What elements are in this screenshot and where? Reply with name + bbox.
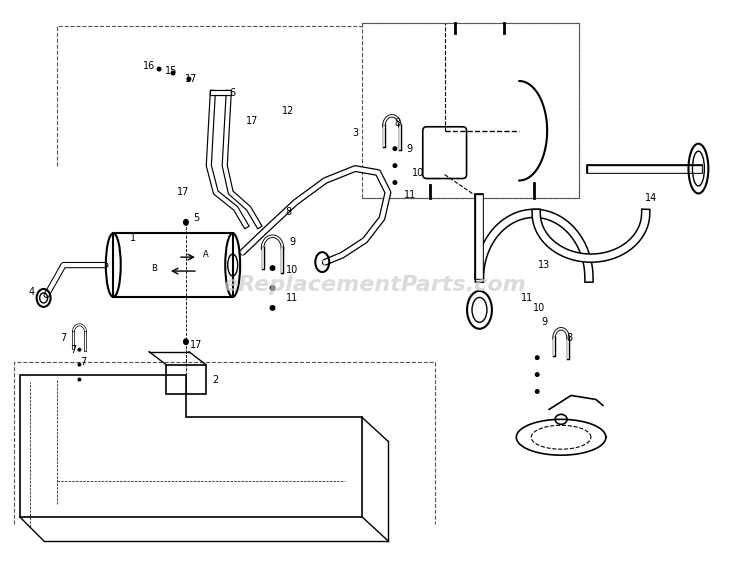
Ellipse shape: [187, 76, 191, 82]
Text: 14: 14: [644, 193, 657, 203]
Text: 10: 10: [286, 265, 298, 275]
Text: 3: 3: [352, 128, 358, 138]
Text: 11: 11: [521, 293, 533, 303]
Text: 7: 7: [70, 345, 76, 355]
Text: B: B: [151, 264, 157, 273]
Ellipse shape: [157, 67, 161, 72]
Ellipse shape: [392, 180, 398, 185]
Text: 7: 7: [80, 357, 86, 367]
Ellipse shape: [392, 163, 398, 168]
Ellipse shape: [535, 389, 540, 394]
Text: A: A: [202, 250, 208, 259]
Ellipse shape: [183, 219, 189, 226]
Text: 16: 16: [143, 61, 155, 71]
Text: 10: 10: [412, 168, 424, 177]
Text: 8: 8: [285, 207, 292, 217]
Text: 8: 8: [566, 333, 572, 343]
Ellipse shape: [77, 363, 82, 367]
Ellipse shape: [269, 285, 275, 291]
Text: eReplacementParts.com: eReplacementParts.com: [224, 275, 526, 295]
Text: 15: 15: [165, 66, 177, 76]
Text: 17: 17: [247, 116, 259, 126]
Text: 7: 7: [61, 333, 67, 343]
Text: 11: 11: [404, 190, 416, 201]
Text: 13: 13: [538, 260, 550, 270]
Ellipse shape: [392, 146, 398, 151]
Text: 9: 9: [290, 237, 296, 247]
Text: 9: 9: [541, 317, 548, 327]
Text: 6: 6: [230, 88, 236, 98]
Text: 9: 9: [406, 144, 413, 154]
Ellipse shape: [77, 377, 82, 381]
Text: 17: 17: [177, 188, 189, 197]
Text: 17: 17: [190, 340, 202, 350]
Ellipse shape: [535, 355, 540, 360]
Text: 17: 17: [184, 74, 197, 84]
Ellipse shape: [170, 71, 176, 76]
Ellipse shape: [535, 372, 540, 377]
Ellipse shape: [269, 265, 275, 271]
Ellipse shape: [77, 348, 82, 352]
Text: 2: 2: [213, 374, 219, 385]
Text: 5: 5: [193, 213, 199, 223]
Text: 11: 11: [286, 293, 298, 303]
Text: 10: 10: [533, 303, 545, 313]
Ellipse shape: [183, 338, 189, 345]
Text: 4: 4: [28, 287, 34, 297]
Ellipse shape: [269, 305, 275, 311]
Text: 1: 1: [130, 233, 136, 243]
Text: 8: 8: [394, 118, 401, 128]
Text: 12: 12: [282, 106, 295, 116]
